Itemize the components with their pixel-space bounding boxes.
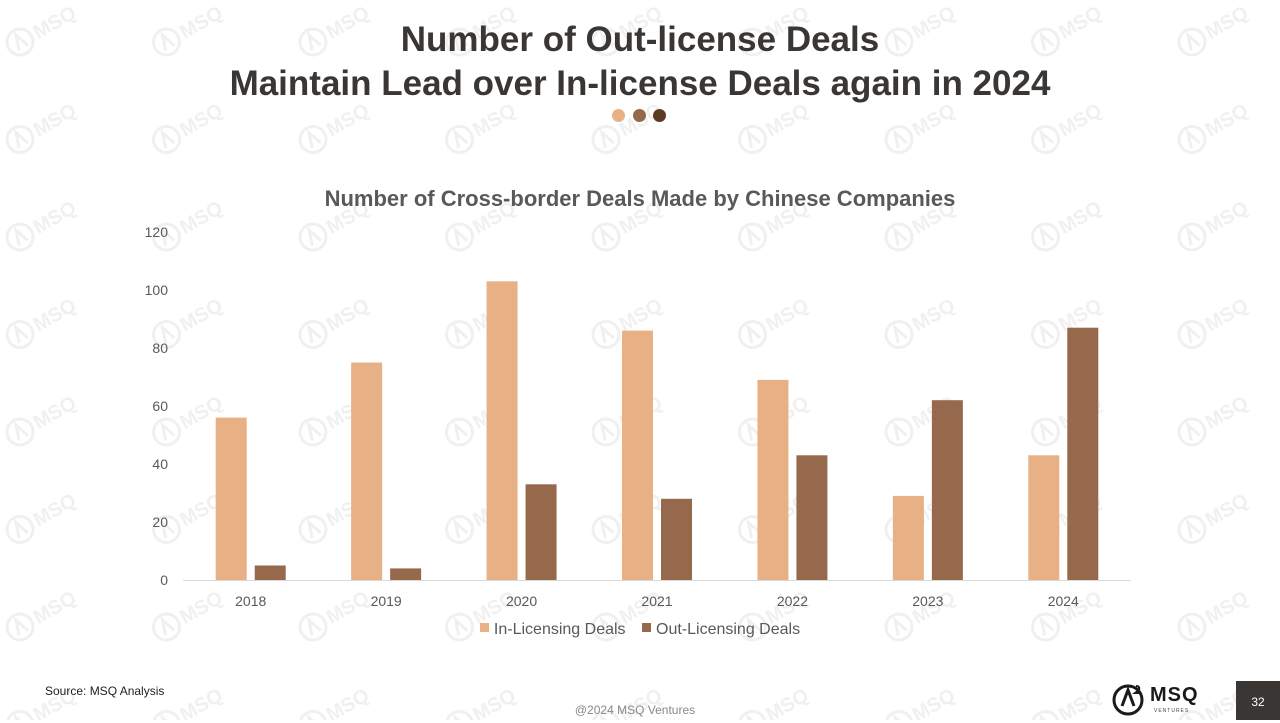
bar-out-licensing	[796, 455, 828, 580]
y-tick-label: 0	[160, 572, 168, 588]
slide-title: Number of Out-license Deals Maintain Lea…	[0, 18, 1280, 106]
y-tick-label: 100	[145, 282, 169, 298]
y-tick-label: 120	[145, 224, 169, 240]
bar-in-licensing	[622, 330, 653, 580]
bar-out-licensing	[390, 568, 422, 580]
legend-swatch	[642, 623, 651, 633]
y-tick-label: 80	[152, 340, 168, 356]
logo-text: MSQ	[1150, 684, 1199, 706]
title-line-2: Maintain Lead over In-license Deals agai…	[229, 64, 1051, 103]
source-note: Source: MSQ Analysis	[45, 684, 165, 698]
bar-in-licensing	[1028, 455, 1060, 580]
y-tick-label: 40	[152, 456, 168, 472]
page-number: 32	[1236, 681, 1280, 720]
title-decoration-dots	[612, 109, 672, 123]
x-tick-label: 2024	[1048, 593, 1079, 609]
legend-label: Out-Licensing Deals	[656, 621, 801, 638]
y-tick-label: 60	[152, 398, 168, 414]
bar-out-licensing	[254, 565, 286, 580]
bar-in-licensing	[215, 417, 247, 580]
legend-item-in-licensing: In-Licensing Deals	[479, 621, 626, 639]
decoration-dot	[633, 109, 646, 122]
chart-title: Number of Cross-border Deals Made by Chi…	[324, 186, 956, 211]
decoration-dot	[612, 109, 625, 122]
bar-in-licensing	[757, 379, 789, 580]
bar-out-licensing	[931, 400, 963, 580]
copyright-note: @2024 MSQ Ventures	[574, 703, 696, 717]
chart-legend: In-Licensing Deals Out-Licensing Deals	[0, 621, 1280, 639]
title-line-1: Number of Out-license Deals	[400, 20, 880, 59]
x-tick-label: 2022	[777, 593, 808, 609]
bar-out-licensing	[1067, 327, 1099, 580]
y-tick-label: 20	[152, 514, 168, 530]
x-tick-label: 2020	[506, 593, 537, 609]
logo-subtext: VENTURES	[1154, 708, 1190, 714]
bar-out-licensing	[525, 484, 557, 580]
bar-out-licensing	[661, 498, 692, 580]
msq-logo-icon	[1112, 684, 1144, 716]
x-tick-label: 2021	[641, 593, 672, 609]
legend-swatch	[479, 623, 489, 633]
x-tick-label: 2019	[371, 593, 402, 609]
decoration-dot	[653, 109, 666, 122]
x-tick-label: 2018	[235, 593, 266, 609]
bar-in-licensing	[351, 362, 383, 580]
company-logo: MSQ VENTURES	[1110, 680, 1220, 720]
x-tick-label: 2023	[912, 593, 943, 609]
bar-in-licensing	[486, 281, 518, 580]
bar-in-licensing	[892, 495, 924, 580]
legend-item-out-licensing: Out-Licensing Deals	[642, 621, 800, 639]
legend-label: In-Licensing Deals	[493, 621, 626, 638]
